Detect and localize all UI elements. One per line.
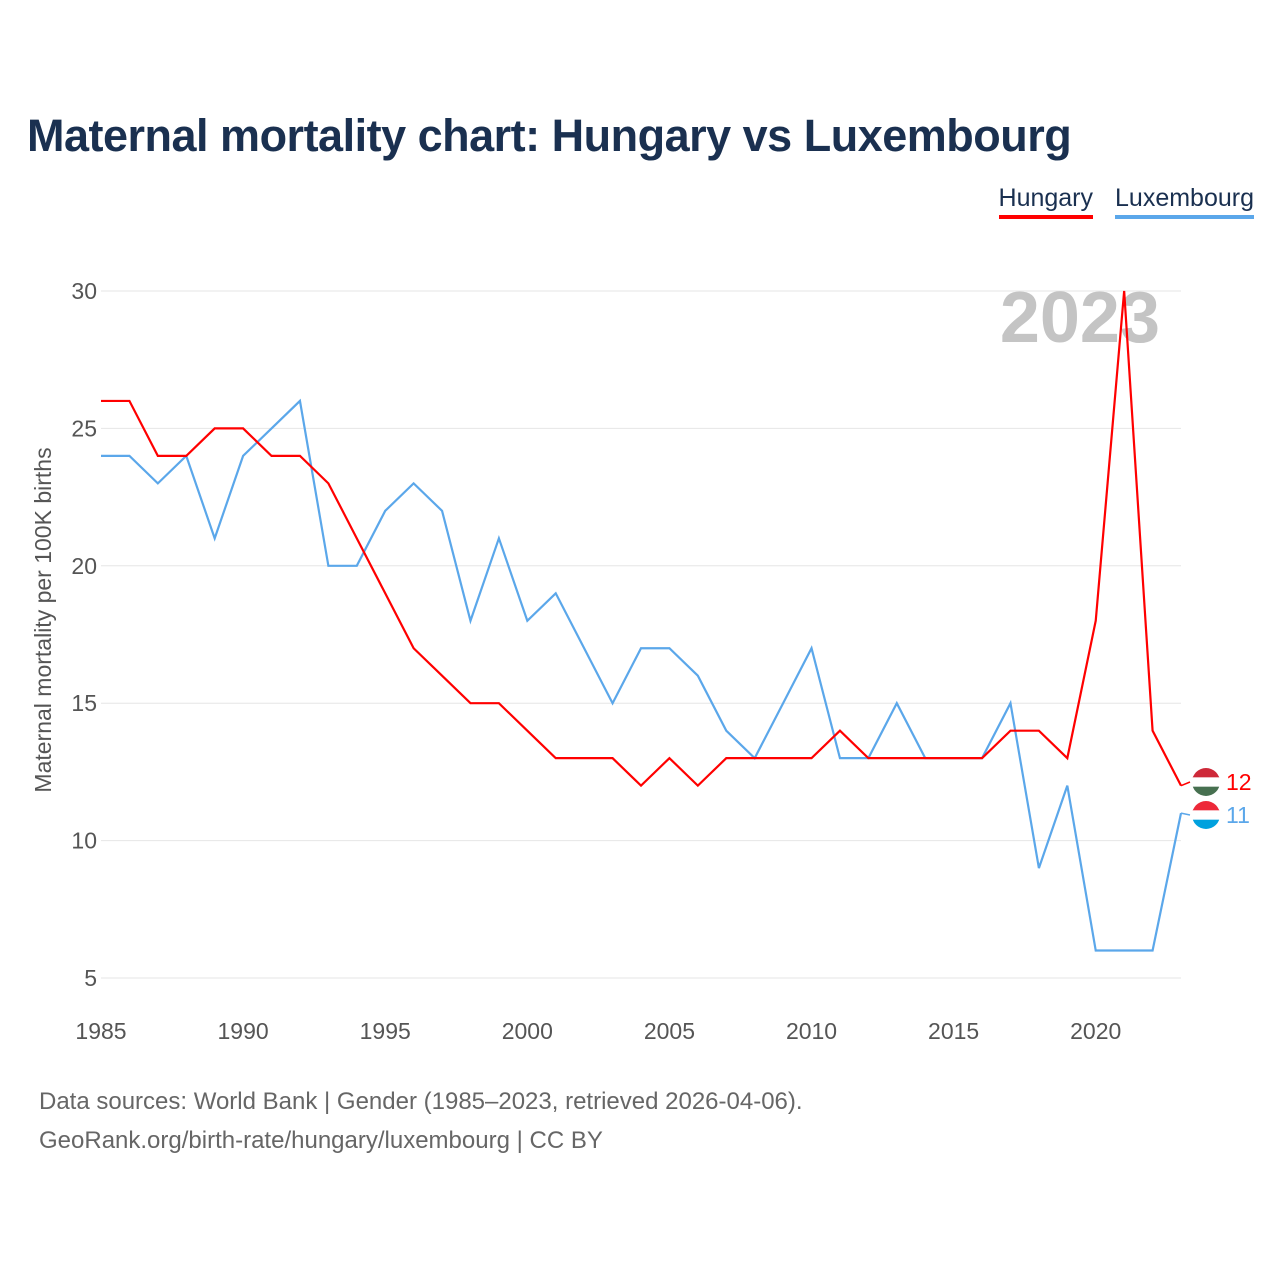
x-tick-label: 2020 bbox=[1070, 1018, 1121, 1044]
y-axis-label: Maternal mortality per 100K births bbox=[30, 447, 56, 792]
series-line-luxembourg bbox=[101, 398, 1183, 952]
x-tick-label: 2010 bbox=[786, 1018, 837, 1044]
luxembourg-flag-icon bbox=[1192, 801, 1220, 829]
x-tick-label: 1995 bbox=[360, 1018, 411, 1044]
x-tick-label: 1985 bbox=[75, 1018, 126, 1044]
legend-luxembourg[interactable]: Luxembourg bbox=[1115, 184, 1254, 219]
x-tick-label: 1990 bbox=[218, 1018, 269, 1044]
x-tick-label: 2015 bbox=[928, 1018, 979, 1044]
y-tick-label: 15 bbox=[71, 690, 97, 716]
end-connector bbox=[1180, 812, 1191, 816]
y-tick-label: 25 bbox=[71, 415, 97, 441]
end-connector bbox=[1180, 781, 1191, 787]
y-tick-label: 30 bbox=[71, 278, 97, 304]
legend: Hungary Luxembourg bbox=[998, 184, 1254, 219]
source-link[interactable]: GeoRank.org/birth-rate/hungary/luxembour… bbox=[39, 1127, 603, 1154]
end-value-label: 11 bbox=[1226, 802, 1250, 828]
x-tick-label: 2000 bbox=[502, 1018, 553, 1044]
chart-title: Maternal mortality chart: Hungary vs Lux… bbox=[27, 110, 1072, 161]
series-line-hungary bbox=[101, 290, 1182, 788]
y-tick-label: 20 bbox=[71, 553, 97, 579]
y-tick-label: 5 bbox=[84, 965, 97, 991]
y-tick-label: 10 bbox=[71, 828, 97, 854]
source-text: Data sources: World Bank | Gender (1985–… bbox=[39, 1088, 803, 1115]
end-value-label: 12 bbox=[1226, 769, 1252, 795]
hungary-flag-icon bbox=[1192, 768, 1220, 796]
legend-hungary[interactable]: Hungary bbox=[998, 184, 1094, 219]
x-tick-label: 2005 bbox=[644, 1018, 695, 1044]
year-watermark: 2023 bbox=[1000, 278, 1160, 358]
